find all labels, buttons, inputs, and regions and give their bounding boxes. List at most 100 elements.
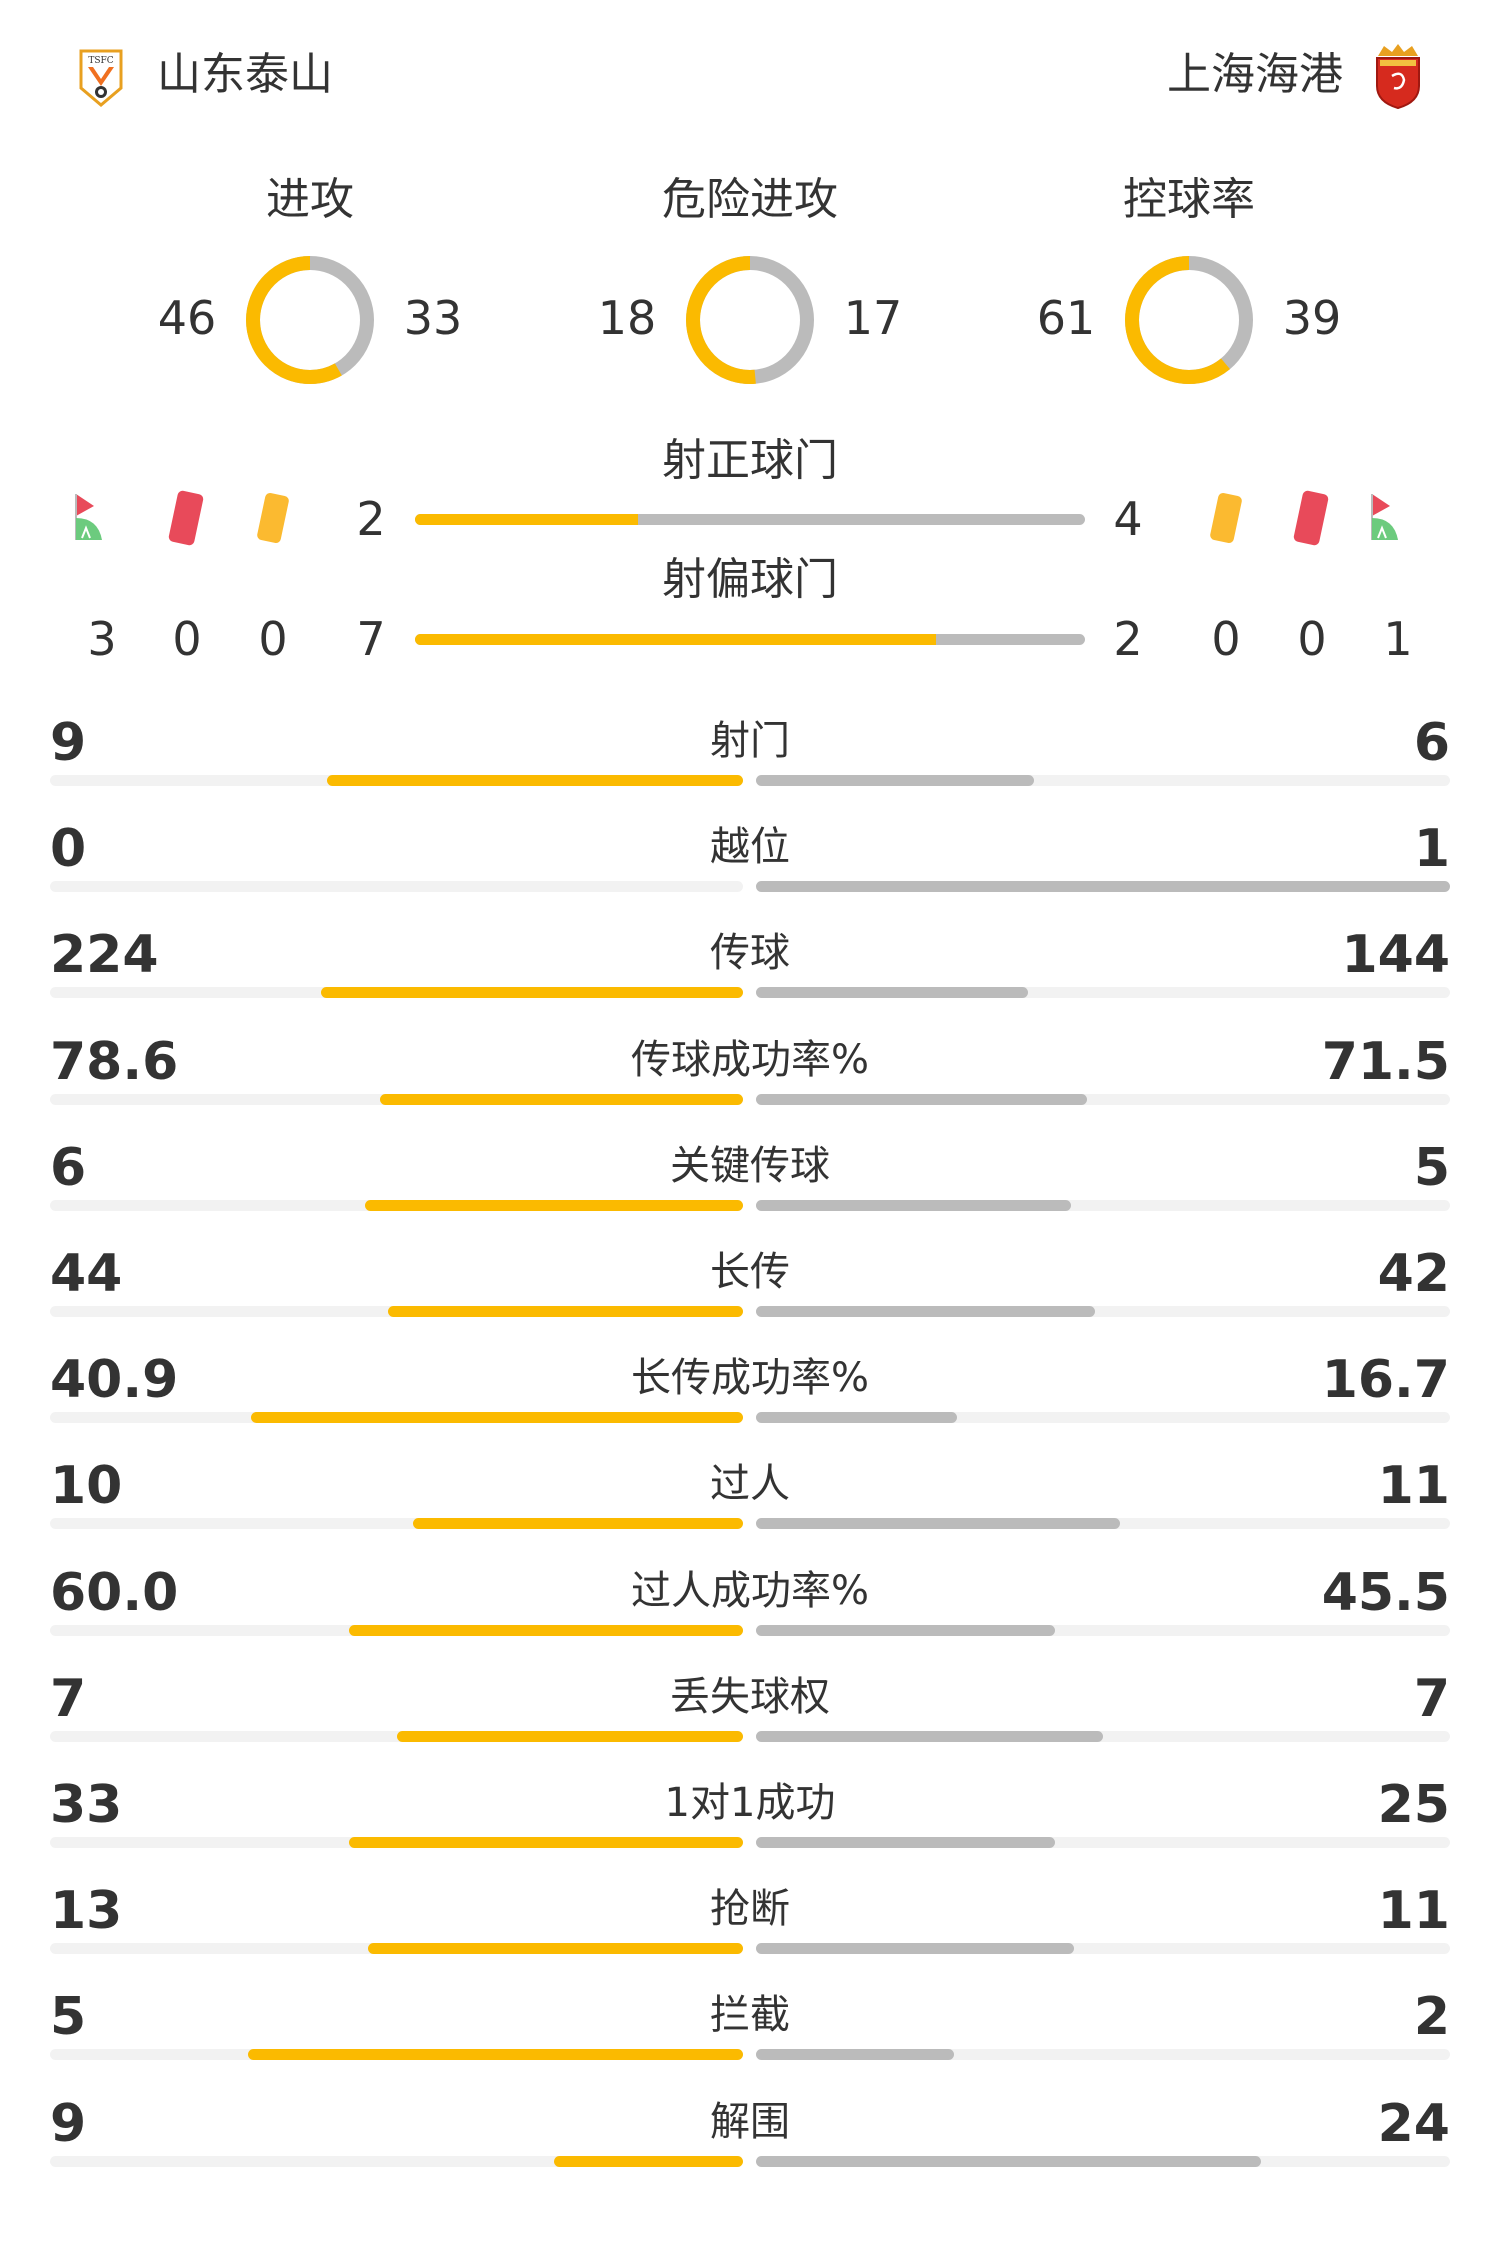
stat-label: 解围: [710, 2098, 790, 2145]
stat-home-bar: [248, 2049, 743, 2061]
stat-home-value: 9: [50, 713, 87, 773]
svg-text:TSFC: TSFC: [88, 56, 113, 66]
stat-away-track: [756, 1306, 1450, 1317]
stat-row: 40.9 长传成功率% 16.7: [50, 1349, 1450, 1455]
stat-away-bar: [756, 987, 1028, 999]
stat-away-track: [756, 1518, 1450, 1530]
donut-away-value: 39: [1282, 291, 1342, 345]
away-team-name: 上海海港: [1167, 49, 1343, 100]
stat-away-track: [756, 1624, 1450, 1636]
stat-home-bar: [380, 1093, 743, 1105]
stat-label: 拦截: [710, 1992, 790, 2039]
stat-label: 过人: [710, 1461, 790, 1508]
stat-away-value: 42: [1377, 1244, 1450, 1304]
stat-away-bar: [756, 2155, 1261, 2167]
shanghai-port-crest-icon: [1376, 44, 1420, 110]
stat-home-track: [50, 775, 743, 786]
stat-label: 关键传球: [670, 1142, 830, 1189]
corner-flag-icon: [1368, 488, 1428, 548]
stat-home-value: 33: [50, 1775, 123, 1835]
stat-home-track: [50, 881, 743, 893]
stat-away-bar: [756, 1093, 1087, 1105]
home-yellow-cards: 0: [258, 612, 288, 666]
donut-away-value: 33: [403, 291, 463, 345]
stat-row: 6 关键传球 5: [50, 1137, 1450, 1243]
shots-off-target-home-fill: [415, 634, 937, 645]
away-team-logo: [1372, 42, 1424, 110]
red-card-icon: [1282, 488, 1342, 548]
stat-away-track: [756, 2049, 1450, 2061]
stat-label: 抢断: [710, 1886, 790, 1933]
stat-row: 10 过人 11: [50, 1455, 1450, 1561]
stat-home-value: 0: [50, 819, 87, 880]
home-corners: 3: [87, 612, 117, 666]
stat-row: 33 1对1成功 25: [50, 1774, 1450, 1880]
stat-label: 1对1成功: [664, 1780, 836, 1826]
stat-home-track: [50, 1093, 743, 1105]
stat-home-value: 7: [50, 1668, 87, 1729]
red-card-icon: [157, 488, 217, 548]
stat-row: 9 解围 24: [50, 2093, 1450, 2199]
stat-home-bar: [321, 987, 743, 999]
stat-home-track: [50, 1412, 743, 1424]
donut-chart: [1125, 256, 1253, 384]
donut-chart: [686, 256, 814, 384]
stat-away-track: [756, 1837, 1450, 1848]
stat-away-track: [756, 1412, 1450, 1424]
stat-row: 13 抢断 11: [50, 1880, 1450, 1986]
donut-title: 控球率: [1123, 174, 1255, 225]
home-red-cards: 0: [172, 612, 202, 666]
stat-home-value: 9: [50, 2093, 87, 2154]
stat-home-track: [50, 1518, 743, 1530]
stat-away-value: 11: [1377, 1456, 1450, 1517]
donut-home-value: 61: [1036, 291, 1096, 345]
stat-home-track: [50, 1943, 743, 1955]
stat-away-track: [756, 775, 1450, 786]
stat-away-value: 24: [1377, 2093, 1450, 2154]
stat-row: 5 拦截 2: [50, 1986, 1450, 2092]
donut-home-arc: [1125, 256, 1253, 384]
stat-away-track: [756, 2155, 1450, 2167]
shots-off-target-label: 射偏球门: [662, 554, 838, 605]
stat-away-bar: [756, 1199, 1072, 1211]
stat-away-value: 71.5: [1321, 1031, 1450, 1092]
stat-away-bar: [756, 2049, 955, 2061]
stat-home-track: [50, 987, 743, 999]
stat-home-track: [50, 1837, 743, 1848]
home-shots-off-target: 7: [356, 612, 386, 666]
home-team-logo: TSFC: [78, 48, 124, 108]
stat-home-bar: [413, 1518, 743, 1530]
stat-away-track: [756, 1943, 1450, 1955]
stat-away-value: 25: [1377, 1775, 1450, 1835]
stat-home-value: 40.9: [50, 1350, 179, 1411]
corner-flag-icon: [72, 488, 132, 548]
donut-title: 危险进攻: [662, 174, 838, 225]
stat-label: 长传成功率%: [630, 1355, 869, 1402]
stat-label: 传球: [710, 930, 790, 977]
stat-label: 射门: [710, 718, 790, 764]
stat-away-value: 16.7: [1321, 1350, 1450, 1411]
yellow-card-icon: [1196, 488, 1256, 548]
stat-away-bar: [756, 1837, 1056, 1848]
away-red-cards: 0: [1297, 612, 1327, 666]
stat-home-track: [50, 1306, 743, 1317]
donut-chart: [246, 256, 374, 384]
stat-home-value: 5: [50, 1987, 87, 2048]
donut-home-value: 46: [157, 291, 217, 345]
stat-away-bar: [756, 775, 1034, 786]
shots-on-target-label: 射正球门: [662, 435, 838, 486]
stat-away-value: 45.5: [1321, 1562, 1450, 1623]
away-yellow-cards: 0: [1211, 612, 1241, 666]
stat-home-track: [50, 2049, 743, 2061]
away-shots-on-target: 4: [1113, 492, 1143, 546]
stat-home-value: 44: [50, 1244, 123, 1304]
stat-away-bar: [756, 1518, 1120, 1530]
donut-title: 进攻: [266, 174, 354, 225]
stat-home-bar: [396, 1730, 743, 1742]
stat-home-bar: [388, 1306, 743, 1317]
home-team-name: 山东泰山: [157, 49, 333, 100]
stat-away-bar: [756, 881, 1450, 893]
stat-row: 78.6 传球成功率% 71.5: [50, 1031, 1450, 1137]
stat-away-track: [756, 1199, 1450, 1211]
stat-away-bar: [756, 1412, 958, 1424]
